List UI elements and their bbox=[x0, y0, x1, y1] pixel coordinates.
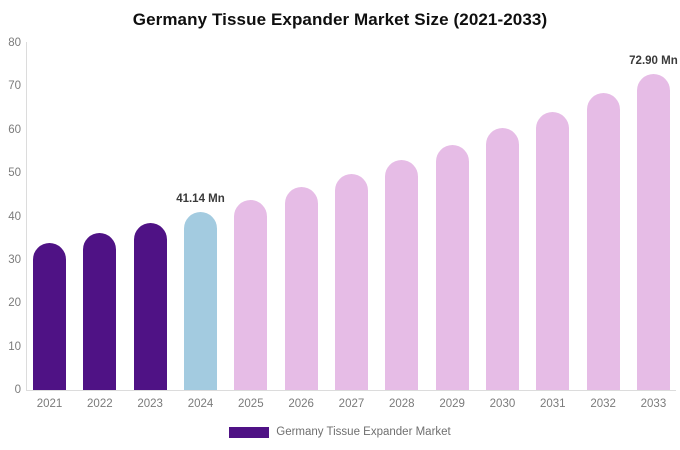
plot-area: 41.14 Mn 72.90 Mn bbox=[33, 43, 678, 390]
legend: Germany Tissue Expander Market bbox=[0, 426, 680, 438]
bar-column-2031 bbox=[536, 43, 570, 390]
x-tick-label-2027: 2027 bbox=[338, 398, 365, 410]
legend-swatch bbox=[229, 426, 270, 438]
x-tick-label-2023: 2023 bbox=[137, 398, 163, 410]
x-tick-label-2026: 2026 bbox=[288, 398, 314, 410]
x-tick-label-2028: 2028 bbox=[389, 398, 415, 410]
y-tick-label: 30 bbox=[8, 253, 21, 266]
x-tick-label-2029: 2029 bbox=[439, 398, 465, 410]
x-tick-label-2032: 2032 bbox=[590, 398, 616, 410]
bar-2024 bbox=[183, 211, 217, 390]
bar-value-label-2024: 41.14 Mn bbox=[176, 192, 225, 205]
y-tick-label: 0 bbox=[14, 384, 21, 396]
bar-2032 bbox=[586, 92, 620, 390]
y-tick-label: 60 bbox=[8, 123, 21, 136]
bar-column-2029 bbox=[435, 43, 469, 390]
x-tick-label-2021: 2021 bbox=[36, 398, 63, 410]
x-tick-label-2024: 2024 bbox=[187, 398, 214, 410]
bar-2021 bbox=[33, 242, 66, 390]
x-tick-label-2031: 2031 bbox=[539, 398, 566, 410]
bar-2026 bbox=[284, 187, 318, 390]
bar-2022 bbox=[83, 232, 117, 390]
x-axis-line bbox=[26, 390, 676, 391]
bar-column-2033: 72.90 Mn bbox=[629, 43, 678, 390]
bar-2029 bbox=[435, 144, 469, 390]
bar-2028 bbox=[385, 159, 419, 390]
bar-2033 bbox=[636, 73, 670, 390]
x-tick-label-2022: 2022 bbox=[87, 398, 113, 410]
x-tick-label-2033: 2033 bbox=[640, 398, 667, 410]
legend-label: Germany Tissue Expander Market bbox=[276, 426, 451, 438]
bar-column-2028 bbox=[385, 43, 419, 390]
y-tick-label: 40 bbox=[8, 210, 21, 223]
y-tick-label: 20 bbox=[8, 297, 21, 310]
bar-2031 bbox=[536, 111, 570, 390]
bar-column-2021 bbox=[33, 43, 66, 390]
bar-2030 bbox=[485, 128, 519, 390]
y-tick-label: 50 bbox=[8, 167, 21, 180]
bar-column-2025 bbox=[234, 43, 268, 390]
y-tick-label: 80 bbox=[8, 37, 21, 49]
x-tick-label-2025: 2025 bbox=[238, 398, 264, 410]
bar-column-2024: 41.14 Mn bbox=[176, 43, 225, 390]
bar-column-2030 bbox=[485, 43, 519, 390]
bar-2025 bbox=[234, 200, 268, 390]
bar-column-2026 bbox=[284, 43, 318, 390]
y-tick-label: 70 bbox=[8, 80, 21, 93]
y-axis-line bbox=[26, 42, 27, 391]
bar-2023 bbox=[133, 222, 167, 390]
bar-value-label-2033: 72.90 Mn bbox=[629, 54, 678, 67]
chart-title: Germany Tissue Expander Market Size (202… bbox=[132, 10, 548, 29]
x-axis-labels: 2021 2022 2023 2024 2025 2026 2027 2028 2029 2030… bbox=[33, 398, 670, 410]
bar-2027 bbox=[334, 174, 368, 390]
bar-column-2022 bbox=[83, 43, 117, 390]
bar-column-2032 bbox=[586, 43, 620, 390]
y-tick-label: 10 bbox=[8, 340, 21, 353]
bar-column-2027 bbox=[334, 43, 368, 390]
bar-column-2023 bbox=[133, 43, 167, 390]
x-tick-label-2030: 2030 bbox=[489, 398, 516, 410]
